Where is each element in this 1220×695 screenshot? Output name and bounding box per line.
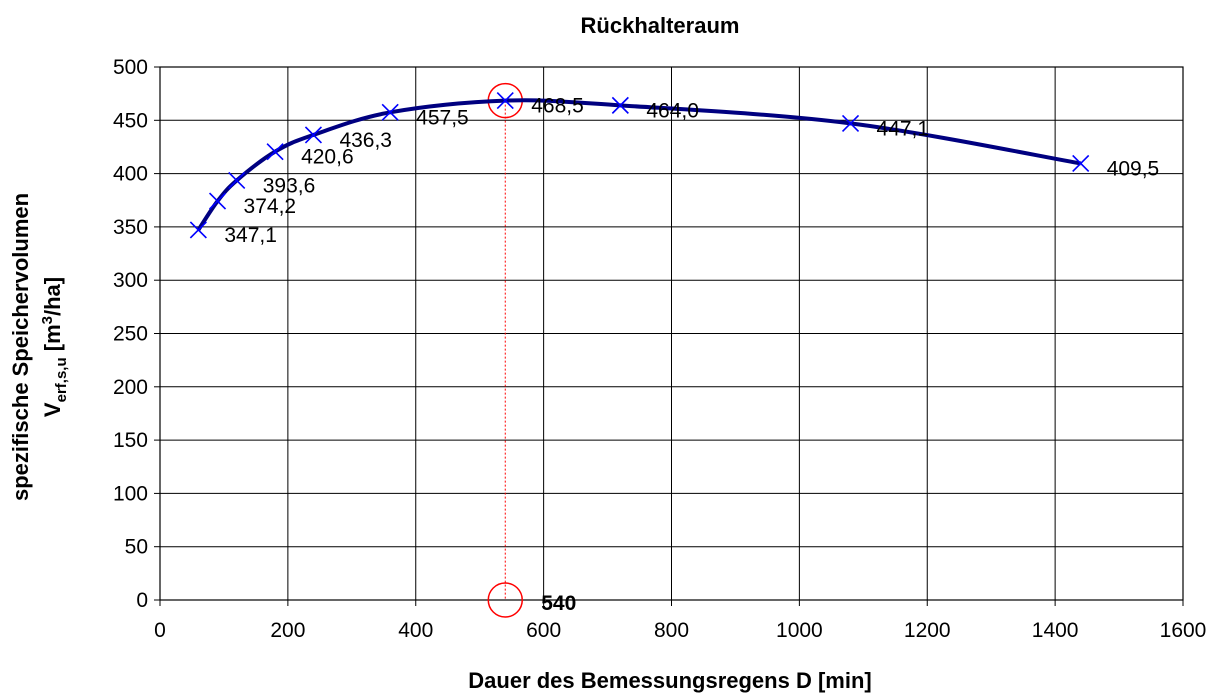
data-label: 457,5 xyxy=(416,106,469,129)
y-tick-label: 400 xyxy=(113,163,148,186)
data-label: 468,5 xyxy=(531,95,584,118)
x-tick-label: 1200 xyxy=(904,619,951,642)
y-axis-label-line2: Verf,s,u [m3/ha] xyxy=(39,277,70,417)
data-point xyxy=(496,92,514,110)
data-label: 347,1 xyxy=(224,224,277,247)
marker-stroke xyxy=(189,221,207,239)
marker-stroke xyxy=(841,114,860,132)
marker-stroke xyxy=(381,103,399,121)
y-label-main: V xyxy=(40,402,65,417)
marker-stroke xyxy=(304,126,323,144)
y-tick-label: 50 xyxy=(125,536,148,559)
highlight-group: 540 xyxy=(487,82,576,618)
highlight-circle-bottom xyxy=(487,582,524,618)
x-tick-label: 1600 xyxy=(1160,619,1207,642)
marker-stroke xyxy=(496,92,514,110)
y-tick-label: 150 xyxy=(113,429,148,452)
y-label-rest-close: /ha] xyxy=(40,277,65,316)
data-label: 409,5 xyxy=(1107,157,1160,180)
marker-stroke xyxy=(611,96,629,114)
data-point xyxy=(304,126,323,144)
x-tick-label: 600 xyxy=(526,619,561,642)
data-point xyxy=(1072,154,1090,173)
data-label: 420,6 xyxy=(301,146,354,169)
y-label-sup: 3 xyxy=(39,316,56,324)
data-label: 464,0 xyxy=(646,99,699,122)
data-point xyxy=(189,221,207,239)
highlight-label: 540 xyxy=(541,592,576,615)
data-point xyxy=(228,171,246,189)
data-label: 436,3 xyxy=(339,129,392,152)
plot-area xyxy=(159,66,1184,601)
data-point xyxy=(611,96,629,114)
y-tick-label: 300 xyxy=(113,269,148,292)
y-axis-label-line1: spezifische Speichervolumen xyxy=(8,193,33,501)
x-tick-label: 1000 xyxy=(776,619,823,642)
y-axis-label: spezifische Speichervolumen Verf,s,u [m3… xyxy=(8,193,70,501)
y-tick-label: 0 xyxy=(136,589,148,612)
data-label: 374,2 xyxy=(244,195,297,218)
y-label-rest-open: [m xyxy=(40,324,65,357)
chart-title: Rückhalteraum xyxy=(581,13,740,38)
y-tick-label: 500 xyxy=(113,56,148,79)
x-axis-label: Dauer des Bemessungsregens D [min] xyxy=(468,668,871,693)
marker-stroke xyxy=(208,192,227,210)
x-tick-label: 800 xyxy=(654,619,689,642)
x-tick-label: 1400 xyxy=(1032,619,1079,642)
data-label: 393,6 xyxy=(263,174,316,197)
y-tick-label: 100 xyxy=(113,482,148,505)
y-tick-label: 450 xyxy=(113,109,148,132)
data-point xyxy=(381,103,399,121)
y-tick-label: 250 xyxy=(113,323,148,346)
y-tick-labels: 0 50 100 150 200 250 300 350 400 450 500 xyxy=(113,56,148,612)
x-tick-label: 200 xyxy=(270,619,305,642)
x-tick-label: 0 xyxy=(154,619,166,642)
x-tick-labels: 0 200 400 600 800 1000 1200 1400 1600 xyxy=(154,619,1206,642)
y-label-sub: erf,s,u xyxy=(53,357,70,402)
data-point xyxy=(266,143,284,161)
marker-stroke xyxy=(266,143,284,161)
data-point xyxy=(841,114,860,132)
y-tick-label: 350 xyxy=(113,216,148,239)
data-point xyxy=(208,192,227,210)
data-label: 447,1 xyxy=(877,117,930,140)
x-tick-label: 400 xyxy=(398,619,433,642)
marker-stroke xyxy=(1072,154,1090,173)
marker-stroke xyxy=(228,171,246,189)
y-tick-label: 200 xyxy=(113,376,148,399)
